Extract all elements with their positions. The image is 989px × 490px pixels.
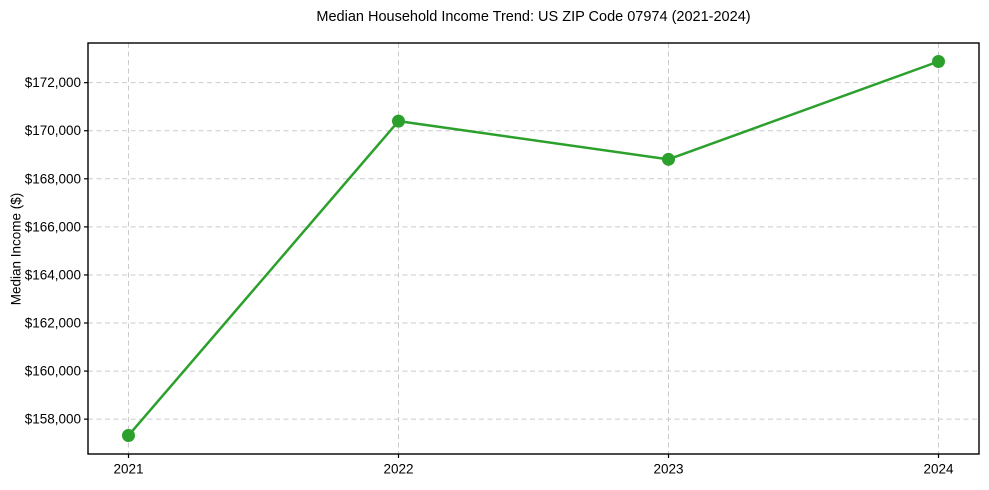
y-tick-label: $162,000 (25, 316, 81, 331)
y-tick-label: $158,000 (25, 412, 81, 427)
x-tick-label: 2023 (653, 462, 683, 477)
y-tick-label: $164,000 (25, 267, 81, 282)
x-tick-label: 2022 (383, 462, 413, 477)
data-point-2024 (932, 55, 945, 69)
y-tick-label: $172,000 (25, 75, 81, 90)
data-point-2023 (662, 152, 675, 166)
y-tick-label: $166,000 (25, 219, 81, 234)
y-tick-label: $168,000 (25, 171, 81, 186)
x-tick-label: 2021 (113, 462, 143, 477)
y-tick-label: $170,000 (25, 123, 81, 138)
data-point-2021 (122, 428, 135, 442)
chart-title: Median Household Income Trend: US ZIP Co… (316, 9, 751, 25)
axis-frame (87, 42, 980, 455)
y-tick-label: $160,000 (25, 364, 81, 379)
x-tick-label: 2024 (923, 462, 954, 477)
trend-line (127, 60, 940, 437)
data-point-2022 (392, 114, 405, 128)
